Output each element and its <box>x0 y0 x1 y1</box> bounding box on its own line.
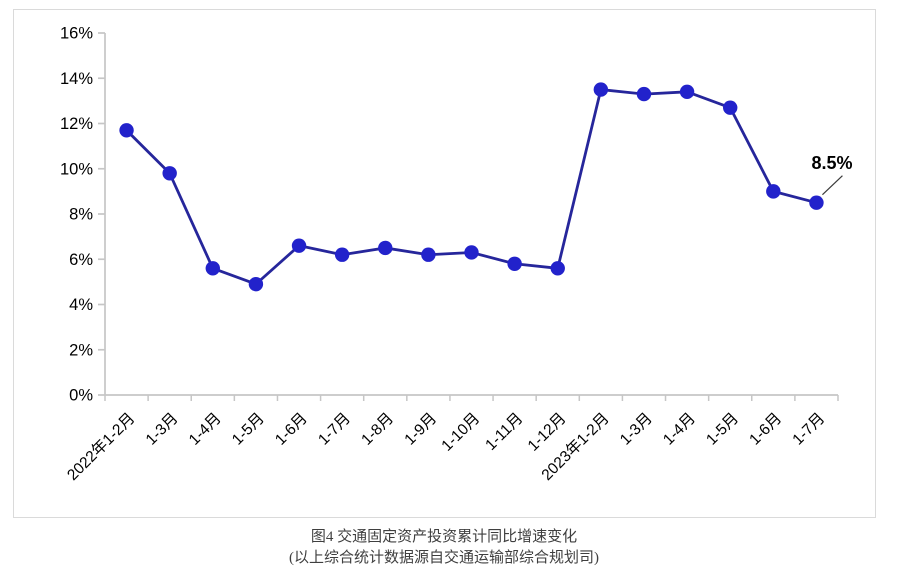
y-axis-label: 2% <box>69 341 93 359</box>
annotation-leader-line <box>822 175 843 196</box>
data-point <box>119 123 134 138</box>
x-axis-label: 1-6月 <box>272 410 311 449</box>
y-axis-label: 4% <box>69 296 93 314</box>
data-point <box>291 238 307 253</box>
x-axis-label: 1-5月 <box>229 410 268 449</box>
caption-source: (以上综合统计数据源自交通运输部综合规划司) <box>289 550 599 566</box>
data-point <box>550 261 565 276</box>
data-point <box>334 247 350 262</box>
x-axis-label: 1-7月 <box>789 410 828 449</box>
data-point <box>507 256 522 271</box>
x-axis-label: 1-6月 <box>746 410 785 449</box>
figure-caption: 图4 交通固定资产投资累计同比增速变化 (以上综合统计数据源自交通运输部综合规划… <box>13 527 875 569</box>
y-axis-label: 12% <box>60 115 93 133</box>
data-point <box>464 245 479 260</box>
data-point <box>248 276 264 292</box>
x-axis-label: 1-8月 <box>358 410 397 449</box>
data-point <box>679 84 695 100</box>
x-axis-label: 1-4月 <box>186 410 225 449</box>
caption-title: 图4 交通固定资产投资累计同比增速变化 <box>310 529 578 545</box>
x-axis-label: 1-5月 <box>703 410 742 449</box>
data-point <box>723 100 738 115</box>
data-point <box>378 240 393 256</box>
data-point <box>636 86 652 102</box>
chart-frame <box>13 9 876 518</box>
data-point <box>205 261 220 276</box>
y-axis-label: 14% <box>60 70 93 88</box>
data-point <box>809 195 824 210</box>
y-axis-label: 16% <box>60 25 93 43</box>
data-point <box>593 82 609 97</box>
x-axis-label: 1-10月 <box>438 410 483 455</box>
y-axis-label: 10% <box>60 160 93 178</box>
y-axis-label: 0% <box>69 387 93 405</box>
data-point <box>421 247 436 262</box>
x-axis-label: 1-9月 <box>401 410 440 449</box>
x-axis-label: 1-3月 <box>143 410 182 449</box>
x-axis-label: 1-4月 <box>660 410 699 449</box>
x-axis-label: 1-11月 <box>482 410 526 454</box>
y-axis-label: 8% <box>69 206 93 224</box>
last-point-value-label: 8.5% <box>811 152 853 173</box>
data-point <box>162 166 177 181</box>
x-axis-label: 1-3月 <box>617 410 656 449</box>
x-axis-label: 2022年1-2月 <box>64 409 139 484</box>
y-axis-label: 6% <box>69 251 93 269</box>
x-axis-label: 1-7月 <box>315 410 354 449</box>
data-point <box>766 184 781 199</box>
